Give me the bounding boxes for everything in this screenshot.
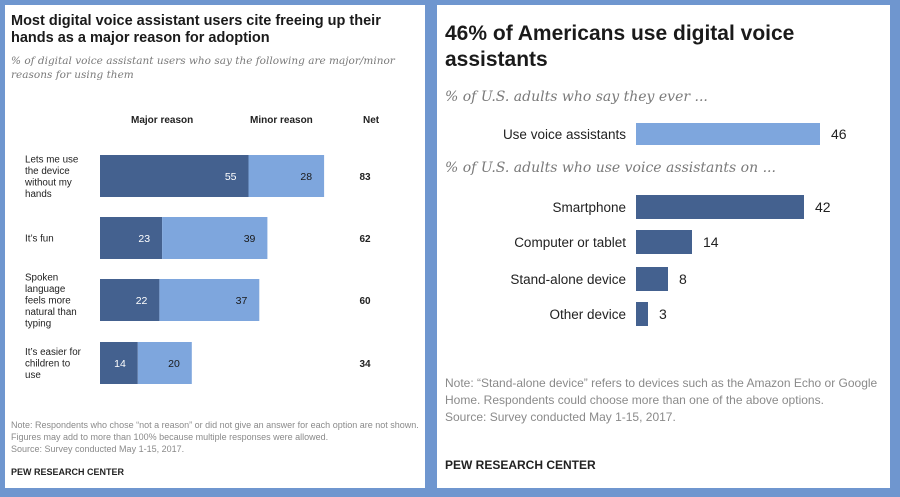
category-label-line: It’s easier for <box>25 347 82 358</box>
left-source-text: Source: Survey conducted May 1-15, 2017. <box>11 444 185 454</box>
left-chart-panel: Most digital voice assistant users cite … <box>5 5 425 488</box>
category-label: Lets me use the device without my hands <box>24 154 79 200</box>
bar <box>636 123 820 145</box>
right-chart-title: 46% of Americans use digital voice assis… <box>445 22 795 71</box>
bar-minor <box>162 217 268 259</box>
bar-major <box>100 217 163 259</box>
left-brand: PEW RESEARCH CENTER <box>11 467 125 477</box>
category-label-line: the device <box>25 166 70 177</box>
left-chart-subtitle: % of digital voice assistant users who s… <box>11 55 395 81</box>
left-chart-title: Most digital voice assistant users cite … <box>11 13 381 46</box>
category-label-line: language <box>25 284 66 295</box>
right-source-text: Source: Survey conducted May 1-15, 2017. <box>445 410 676 424</box>
bar <box>636 195 804 219</box>
bar-value-label: 14 <box>703 234 719 250</box>
right-subtitle-devices: % of U.S. adults who use voice assistant… <box>445 160 776 176</box>
bar-label-major: 22 <box>136 295 148 307</box>
right-note: Note: “Stand-alone device” refers to dev… <box>445 375 885 426</box>
left-note: Note: Respondents who chose “not a reaso… <box>11 419 423 455</box>
category-label-line: children to <box>25 359 71 370</box>
category-label: It’s easier for children to use <box>25 347 82 381</box>
category-label-line: use <box>25 370 41 381</box>
left-note-text: Note: Respondents who chose “not a reaso… <box>11 420 419 442</box>
category-label-line: Lets me use <box>25 154 79 165</box>
net-value: 34 <box>359 359 371 370</box>
col-header-net: Net <box>363 115 380 126</box>
category-label: It’s fun <box>25 234 54 245</box>
category-label-line: It’s fun <box>25 234 54 245</box>
category-label: Smartphone <box>552 200 626 215</box>
category-label-line: Spoken <box>25 273 58 284</box>
bar-label-major: 14 <box>114 358 126 370</box>
left-stacked-bar-chart: 55 28 83 Lets me use the device without my han… <box>24 154 371 384</box>
right-chart-panel: 46% of Americans use digital voice assis… <box>437 5 890 488</box>
category-label-line: hands <box>25 189 52 200</box>
category-label: Other device <box>549 307 626 322</box>
bar-minor <box>248 155 325 197</box>
bar-value-label: 46 <box>831 126 847 142</box>
col-header-minor: Minor reason <box>250 115 313 126</box>
bar-major <box>100 155 249 197</box>
right-note-text: Note: “Stand-alone device” refers to dev… <box>445 376 878 407</box>
bar-minor <box>137 342 192 384</box>
right-subtitle-ever: % of U.S. adults who say they ever ... <box>445 89 708 105</box>
bar <box>636 267 668 291</box>
bar <box>636 302 648 326</box>
category-label: Spoken language feels more natural than typi… <box>25 273 77 330</box>
bar <box>636 230 692 254</box>
category-label-line: natural than <box>25 307 77 318</box>
bar-label-major: 55 <box>225 171 237 183</box>
category-label: Computer or tablet <box>514 235 626 250</box>
bar-label-major: 23 <box>138 233 150 245</box>
bar-label-minor: 39 <box>244 233 256 245</box>
right-brand: PEW RESEARCH CENTER <box>445 458 596 472</box>
net-value: 83 <box>359 172 371 183</box>
bar-value-label: 42 <box>815 199 831 215</box>
category-label-line: typing <box>25 319 51 330</box>
net-value: 60 <box>359 296 371 307</box>
bar-label-minor: 28 <box>300 171 312 183</box>
bar-major <box>100 279 160 321</box>
category-label: Use voice assistants <box>503 127 626 142</box>
bar-value-label: 8 <box>679 271 687 287</box>
bar-label-minor: 20 <box>168 358 180 370</box>
bar-major <box>100 342 138 384</box>
category-label: Stand-alone device <box>510 272 626 287</box>
col-header-major: Major reason <box>131 115 194 126</box>
bar-label-minor: 37 <box>236 295 248 307</box>
category-label-line: feels more <box>25 296 71 307</box>
bar-value-label: 3 <box>659 306 667 322</box>
right-bar-chart: Use voice assistants 46 Smartphone 42 Comput… <box>503 123 847 326</box>
category-label-line: without my <box>24 177 72 188</box>
bar-minor <box>159 279 260 321</box>
net-value: 62 <box>359 234 371 245</box>
